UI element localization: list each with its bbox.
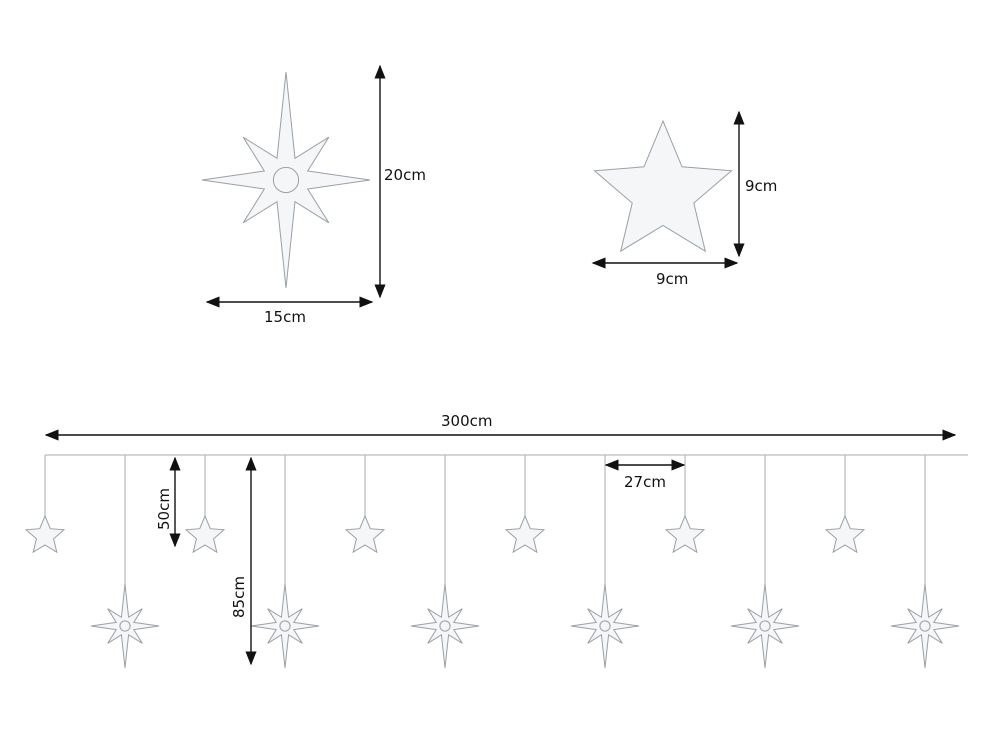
small-star-pendant <box>344 514 386 554</box>
small-star-pendant <box>824 514 866 554</box>
small-star-detail <box>593 119 733 253</box>
small-star-pendant <box>184 514 226 554</box>
big-star-pendant-center <box>599 620 611 632</box>
long-drop-label: 85cm <box>230 576 248 618</box>
spacing-label: 27cm <box>624 473 666 491</box>
small-star-height-label: 9cm <box>745 177 777 195</box>
big-star-height-label: 20cm <box>384 166 426 184</box>
small-star-pendant <box>504 514 546 554</box>
big-star-width-label: 15cm <box>264 308 306 326</box>
big-star-pendant-center <box>759 620 771 632</box>
big-star-pendant-center <box>439 620 451 632</box>
small-star-pendant <box>664 514 706 554</box>
big-star-pendant-center <box>119 620 131 632</box>
small-star-width-label: 9cm <box>656 270 688 288</box>
short-drop-label: 50cm <box>155 488 173 530</box>
big-star-detail-center <box>272 166 300 194</box>
big-star-pendant-center <box>279 620 291 632</box>
small-star-pendant <box>24 514 66 554</box>
total-length-label: 300cm <box>441 412 493 430</box>
big-star-pendant-center <box>919 620 931 632</box>
